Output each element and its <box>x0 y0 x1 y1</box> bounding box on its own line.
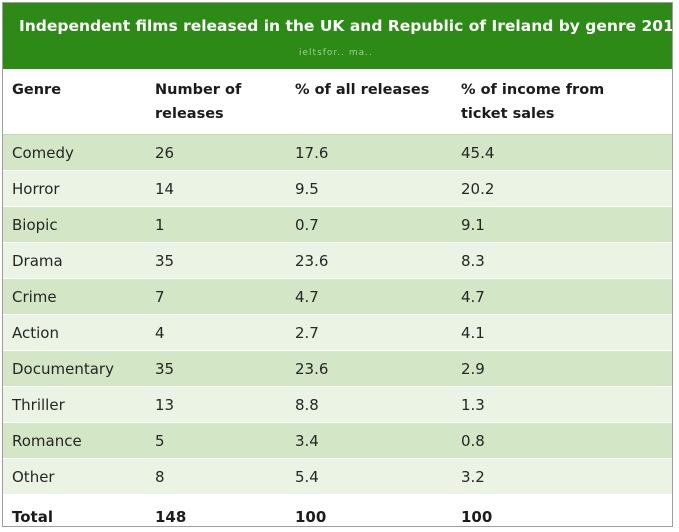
table-row: Action 4 2.7 4.1 <box>3 314 672 351</box>
genre-cell: Action <box>3 314 155 351</box>
releases-cell: 1 <box>155 206 295 243</box>
releases-cell: 8 <box>155 458 295 495</box>
data-table: Genre Number of releases % of all releas… <box>3 69 672 526</box>
releases-cell: 26 <box>155 134 295 171</box>
pct-income-cell: 0.8 <box>461 422 672 459</box>
table-row: Drama 35 23.6 8.3 <box>3 242 672 279</box>
total-row: Total 148 100 100 <box>3 494 672 526</box>
pct-releases-cell: 0.7 <box>295 206 461 243</box>
table-row: Crime 7 4.7 4.7 <box>3 278 672 315</box>
pct-income-cell: 4.1 <box>461 314 672 351</box>
releases-cell: 14 <box>155 170 295 207</box>
table-body: Comedy 26 17.6 45.4 Horror 14 9.5 20.2 Biopic 1 0.… <box>3 134 672 495</box>
pct-income-cell: 3.2 <box>461 458 672 495</box>
genre-cell: Other <box>3 458 155 495</box>
releases-cell: 5 <box>155 422 295 459</box>
pct-releases-cell: 5.4 <box>295 458 461 495</box>
pct-income-cell: 4.7 <box>461 278 672 315</box>
column-header-genre: Genre <box>3 69 155 135</box>
table-row: Documentary 35 23.6 2.9 <box>3 350 672 387</box>
pct-releases-cell: 8.8 <box>295 386 461 423</box>
pct-releases-cell: 17.6 <box>295 134 461 171</box>
genre-cell: Drama <box>3 242 155 279</box>
pct-income-cell: 9.1 <box>461 206 672 243</box>
genre-cell: Comedy <box>3 134 155 171</box>
pct-income-cell: 1.3 <box>461 386 672 423</box>
pct-income-cell: 2.9 <box>461 350 672 387</box>
pct-releases-cell: 23.6 <box>295 350 461 387</box>
header-label-line-2: ticket sales <box>461 106 555 122</box>
header-label-line-1: % of income from <box>461 82 605 98</box>
column-header-number-of-releases: Number of releases <box>155 69 295 135</box>
releases-cell: 4 <box>155 314 295 351</box>
pct-releases-cell: 9.5 <box>295 170 461 207</box>
header-label-line-1: Number of <box>155 82 242 98</box>
table-row: Horror 14 9.5 20.2 <box>3 170 672 207</box>
total-label-cell: Total <box>3 494 155 526</box>
table-figure: Independent films released in the UK and… <box>2 2 673 527</box>
column-header-pct-all-releases: % of all releases <box>295 69 461 135</box>
table-row: Thriller 13 8.8 1.3 <box>3 386 672 423</box>
watermark: ieltsfor.. ma.. <box>299 48 373 58</box>
title-bar: Independent films released in the UK and… <box>3 3 672 69</box>
pct-releases-cell: 3.4 <box>295 422 461 459</box>
pct-income-cell: 45.4 <box>461 134 672 171</box>
column-header-pct-income: % of income from ticket sales <box>461 69 672 135</box>
genre-cell: Biopic <box>3 206 155 243</box>
releases-cell: 35 <box>155 242 295 279</box>
table-row: Romance 5 3.4 0.8 <box>3 422 672 459</box>
total-pct-income-cell: 100 <box>461 494 672 526</box>
header-label: Genre <box>12 82 62 98</box>
genre-cell: Crime <box>3 278 155 315</box>
total-pct-releases-cell: 100 <box>295 494 461 526</box>
releases-cell: 7 <box>155 278 295 315</box>
pct-releases-cell: 2.7 <box>295 314 461 351</box>
genre-cell: Romance <box>3 422 155 459</box>
genre-cell: Thriller <box>3 386 155 423</box>
pct-releases-cell: 23.6 <box>295 242 461 279</box>
total-releases-cell: 148 <box>155 494 295 526</box>
genre-cell: Documentary <box>3 350 155 387</box>
table-title: Independent films released in the UK and… <box>19 17 673 35</box>
table-row: Comedy 26 17.6 45.4 <box>3 134 672 171</box>
pct-releases-cell: 4.7 <box>295 278 461 315</box>
pct-income-cell: 8.3 <box>461 242 672 279</box>
pct-income-cell: 20.2 <box>461 170 672 207</box>
releases-cell: 35 <box>155 350 295 387</box>
releases-cell: 13 <box>155 386 295 423</box>
header-row: Genre Number of releases % of all releas… <box>3 69 672 135</box>
header-label: % of all releases <box>295 82 430 98</box>
header-label-line-2: releases <box>155 106 224 122</box>
genre-cell: Horror <box>3 170 155 207</box>
table-row: Biopic 1 0.7 9.1 <box>3 206 672 243</box>
table-row: Other 8 5.4 3.2 <box>3 458 672 495</box>
